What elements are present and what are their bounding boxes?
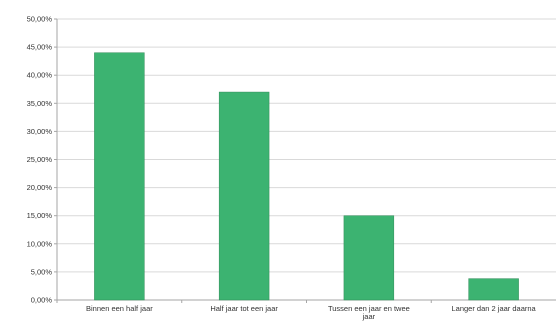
y-tick-label: 5,00% — [31, 267, 53, 276]
x-tick-label: Binnen een half jaar — [86, 304, 153, 313]
x-tick-label: Langer dan 2 jaar daarna — [452, 304, 537, 313]
y-tick-label: 30,00% — [27, 127, 53, 136]
bar — [94, 52, 145, 301]
y-tick-label: 0,00% — [31, 296, 53, 305]
y-tick-label: 35,00% — [27, 99, 53, 108]
bar-layer — [94, 52, 519, 301]
x-tick-label: Tussen een jaar en twee jaar — [328, 304, 410, 321]
y-tick-label: 25,00% — [27, 155, 53, 164]
y-tick-label: 15,00% — [27, 211, 53, 220]
bar — [218, 91, 270, 301]
axis-layer — [54, 18, 432, 303]
y-tick-label: 20,00% — [27, 183, 53, 192]
x-tick-label: Half jaar tot een jaar — [210, 304, 278, 313]
y-tick-label: 10,00% — [27, 239, 53, 248]
bar — [343, 215, 395, 301]
y-tick-label: 40,00% — [27, 71, 53, 80]
bar — [468, 278, 519, 301]
y-tick-label: 50,00% — [27, 15, 53, 24]
y-tick-label: 45,00% — [27, 43, 53, 52]
label-layer: 0,00% 5,00% 10,00% 15,00% 20,00% 25,00% 30,00%… — [27, 15, 537, 322]
